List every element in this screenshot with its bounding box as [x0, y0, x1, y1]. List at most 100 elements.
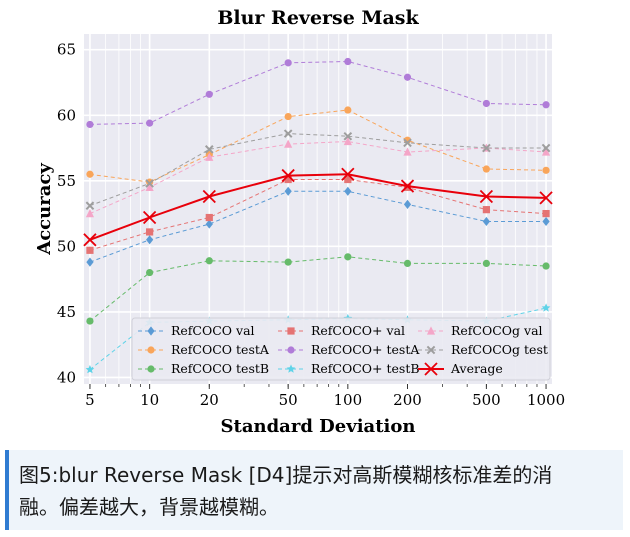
- y-tick-label: 50: [57, 237, 76, 255]
- legend-marker: [287, 327, 295, 335]
- data-point: [539, 191, 553, 205]
- data-point: [284, 112, 292, 121]
- legend-marker: [287, 346, 295, 354]
- legend-item: RefCOCO+ val: [278, 323, 405, 338]
- data-point: [204, 145, 214, 154]
- axes: 5 10 20 50 100 200 500 1000 40 45 50 55 60 65: [57, 41, 565, 409]
- data-point: [86, 120, 94, 129]
- chart-title: Blur Reverse Mask: [217, 7, 419, 29]
- legend-box: [131, 317, 551, 381]
- legend-marker: [426, 326, 436, 335]
- data-point: [202, 189, 216, 204]
- legend-label: RefCOCO testB: [171, 361, 269, 376]
- data-point: [86, 317, 94, 325]
- series-line: [89, 173, 547, 241]
- series-refcocog-val: [85, 136, 551, 218]
- data-point: [146, 268, 154, 277]
- series-line: [89, 179, 547, 251]
- data-point: [284, 139, 293, 148]
- data-point: [400, 179, 415, 193]
- legend-label: RefCOCO val: [171, 323, 255, 338]
- y-tick-label: 45: [57, 303, 76, 321]
- data-point: [541, 303, 551, 312]
- data-point: [341, 167, 355, 181]
- data-point: [284, 258, 292, 266]
- data-point: [343, 136, 352, 146]
- y-tick-label: 60: [57, 106, 76, 124]
- y-axis-label: Accuracy: [34, 163, 55, 256]
- legend-item: RefCOCO testA: [138, 342, 270, 357]
- caption-line-2: 融。偏差越大，背景越模糊。: [19, 495, 279, 519]
- data-point: [542, 101, 550, 109]
- legend-label: Average: [450, 361, 503, 376]
- data-point: [482, 143, 491, 153]
- data-point: [482, 99, 490, 108]
- data-point: [86, 257, 94, 267]
- data-point: [344, 253, 352, 261]
- legend-marker: [147, 365, 155, 373]
- legend-label: RefCOCOg test: [451, 342, 548, 357]
- legend-label: RefCOCO+ val: [311, 323, 405, 338]
- data-point: [86, 170, 94, 178]
- x-tick-label: 200: [393, 391, 422, 409]
- data-point: [205, 152, 214, 161]
- legend-label: RefCOCO+ testB: [311, 361, 420, 376]
- series-refcoco-testb: [86, 253, 550, 325]
- caption-line-1: 图5:blur Reverse Mask [D4]提示对高斯模糊核标准差的消: [19, 463, 553, 487]
- data-point: [542, 216, 550, 227]
- series-line: [89, 60, 547, 125]
- x-tick-label: 100: [334, 391, 363, 409]
- legend: RefCOCO val RefCOCO testA RefCOCO testB Ref…: [131, 317, 551, 381]
- y-tick-label: 55: [57, 172, 76, 190]
- legend-item: RefCOCOg test: [418, 342, 548, 357]
- data-point: [284, 186, 292, 196]
- data-point: [344, 186, 352, 196]
- data-point: [83, 233, 97, 247]
- data-point: [146, 228, 154, 236]
- data-point: [205, 90, 213, 98]
- legend-label: RefCOCO+ testA: [311, 342, 420, 357]
- data-point: [344, 175, 352, 184]
- data-point: [146, 235, 154, 245]
- series-refcoco-val: [86, 186, 550, 267]
- data-point: [403, 183, 412, 191]
- data-point: [344, 57, 352, 66]
- y-tick-label: 65: [57, 41, 76, 59]
- data-point: [85, 365, 95, 374]
- data-point: [479, 189, 494, 204]
- data-point: [85, 201, 95, 211]
- data-point: [542, 166, 550, 174]
- series-refcocog-test: [85, 129, 551, 211]
- data-point: [541, 143, 551, 153]
- x-tick-label: 500: [472, 391, 501, 409]
- data-point: [85, 208, 95, 218]
- figure-caption: 图5:blur Reverse Mask [D4]提示对高斯模糊核标准差的消 融…: [5, 450, 623, 530]
- legend-item: RefCOCO+ testA: [278, 342, 420, 357]
- data-point: [403, 73, 412, 81]
- legend-item: RefCOCOg val: [418, 323, 543, 338]
- x-tick-label: 20: [200, 391, 219, 409]
- x-tick-label: 50: [279, 391, 298, 409]
- legend-item: RefCOCO val: [138, 323, 255, 338]
- legend-label: RefCOCOg val: [451, 323, 543, 338]
- series-line: [89, 256, 547, 322]
- legend-marker: [286, 364, 296, 373]
- data-point: [86, 246, 94, 254]
- y-tick-label: 40: [57, 368, 76, 386]
- data-point: [482, 206, 490, 214]
- x-tick-label: 5: [85, 391, 95, 409]
- series-line: [89, 109, 547, 183]
- x-tick-label: 10: [140, 391, 159, 409]
- legend-marker: [424, 362, 438, 376]
- data-point: [205, 219, 213, 229]
- x-tick-label: 1000: [527, 391, 565, 409]
- data-point: [403, 138, 412, 148]
- chart: Blur Reverse Mask 5 10 20 50 100 200 500 1000 40…: [34, 7, 565, 437]
- data-point: [403, 199, 412, 210]
- data-point: [541, 147, 551, 156]
- legend-item: Average: [418, 361, 503, 376]
- data-point: [145, 179, 154, 188]
- data-point: [142, 210, 157, 225]
- data-point: [284, 59, 292, 67]
- series-refcoco-testa: [86, 57, 550, 129]
